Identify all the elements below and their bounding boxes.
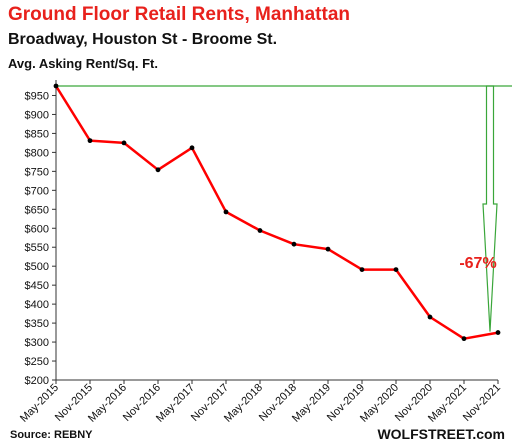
source-note: Source: REBNY: [10, 429, 93, 441]
y-tick-label: $650: [25, 204, 49, 216]
change-percent-label: -67%: [459, 255, 496, 272]
change-annotation: -67%: [56, 85, 512, 332]
y-tick-label: $550: [25, 242, 49, 254]
y-tick-label: $750: [25, 166, 49, 178]
decline-arrow: [482, 85, 498, 332]
data-point: [359, 267, 365, 273]
brand-logo-text: WOLFSTREET.com: [377, 426, 505, 442]
data-point: [393, 267, 399, 273]
chart-title: Ground Floor Retail Rents, Manhattan: [8, 4, 351, 25]
y-tick-label: $950: [25, 90, 49, 102]
chart-subtitle: Broadway, Houston St - Broome St.: [8, 31, 278, 48]
x-tick-label: Nov-2021: [461, 382, 503, 424]
data-point: [223, 209, 229, 215]
data-point: [291, 241, 297, 247]
data-point: [189, 145, 195, 151]
y-tick-label: $250: [25, 356, 49, 368]
y-tick-label: $400: [25, 299, 49, 311]
data-point: [325, 246, 331, 252]
data-point: [155, 167, 161, 173]
y-tick-label: $300: [25, 337, 49, 349]
data-point: [53, 83, 59, 89]
y-tick-label: $450: [25, 280, 49, 292]
y-axis-label: Avg. Asking Rent/Sq. Ft.: [8, 56, 158, 71]
data-point: [461, 336, 467, 342]
y-tick-label: $200: [25, 375, 49, 387]
y-tick-label: $500: [25, 261, 49, 273]
data-point: [121, 140, 127, 146]
y-tick-label: $800: [25, 147, 49, 159]
data-point: [427, 314, 433, 320]
axes: $200 $250 $300 $350 $400 $450 $500 $550 $600 $650…: [18, 80, 503, 425]
y-tick-label: $350: [25, 318, 49, 330]
rent-series-line: [54, 85, 499, 340]
y-tick-label: $700: [25, 185, 49, 197]
y-tick-label: $600: [25, 223, 49, 235]
series-line: [53, 83, 501, 342]
data-point: [495, 330, 501, 335]
data-point: [257, 228, 263, 233]
y-tick-label: $900: [25, 109, 49, 121]
y-tick-label: $850: [25, 128, 49, 140]
data-point: [87, 138, 93, 144]
